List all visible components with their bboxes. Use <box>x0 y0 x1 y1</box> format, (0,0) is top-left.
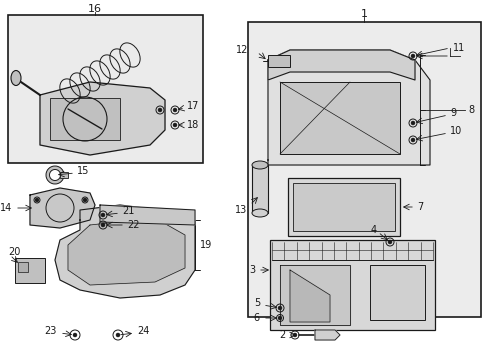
Polygon shape <box>267 50 414 80</box>
Text: 21: 21 <box>122 206 134 216</box>
Text: 3: 3 <box>248 265 254 275</box>
Circle shape <box>35 198 39 202</box>
Circle shape <box>173 123 177 127</box>
Circle shape <box>83 198 87 202</box>
Bar <box>280 82 399 154</box>
Bar <box>267 55 289 67</box>
Circle shape <box>278 316 282 320</box>
Bar <box>269 240 434 330</box>
Bar <box>15 258 45 283</box>
Circle shape <box>410 121 414 125</box>
Text: 19: 19 <box>200 240 212 250</box>
Circle shape <box>278 306 282 310</box>
Text: 15: 15 <box>77 166 89 176</box>
Text: 2: 2 <box>278 330 285 340</box>
Text: 10: 10 <box>449 126 461 136</box>
Circle shape <box>116 333 120 337</box>
Circle shape <box>73 333 77 337</box>
Text: 23: 23 <box>44 326 57 336</box>
Polygon shape <box>55 205 195 298</box>
Circle shape <box>101 223 105 227</box>
Text: 9: 9 <box>449 108 455 118</box>
Text: 5: 5 <box>253 298 260 308</box>
Text: 7: 7 <box>416 202 423 212</box>
Bar <box>18 262 28 272</box>
Polygon shape <box>280 265 349 325</box>
Text: 8: 8 <box>467 105 473 115</box>
Circle shape <box>173 108 177 112</box>
Text: 4: 4 <box>370 225 376 235</box>
Polygon shape <box>30 188 95 228</box>
Circle shape <box>410 138 414 142</box>
Bar <box>247 22 480 317</box>
Polygon shape <box>40 82 164 155</box>
Text: 13: 13 <box>234 205 246 215</box>
Circle shape <box>387 240 391 244</box>
Polygon shape <box>68 218 184 285</box>
Bar <box>287 178 399 236</box>
Bar <box>50 98 120 140</box>
Text: 6: 6 <box>253 313 260 323</box>
Circle shape <box>410 54 414 58</box>
Polygon shape <box>100 205 195 225</box>
Bar <box>8 15 203 163</box>
Text: 1: 1 <box>360 9 367 19</box>
Text: 24: 24 <box>137 326 149 336</box>
Text: 20: 20 <box>8 247 20 257</box>
Text: 11: 11 <box>452 43 464 53</box>
Ellipse shape <box>251 161 267 169</box>
Circle shape <box>292 333 296 337</box>
Text: 18: 18 <box>186 120 199 130</box>
Polygon shape <box>314 330 339 340</box>
Text: 14: 14 <box>0 203 12 213</box>
Bar <box>251 165 267 213</box>
Text: 16: 16 <box>88 4 102 14</box>
Text: 22: 22 <box>127 220 139 230</box>
Text: 12: 12 <box>235 45 247 55</box>
Circle shape <box>158 108 162 112</box>
Wedge shape <box>46 166 64 184</box>
Text: 17: 17 <box>186 101 199 111</box>
Circle shape <box>101 213 105 217</box>
Bar <box>369 265 424 320</box>
Bar <box>292 183 394 231</box>
Bar <box>60 172 68 178</box>
Ellipse shape <box>11 71 21 85</box>
Polygon shape <box>289 270 329 322</box>
Polygon shape <box>267 50 429 165</box>
Ellipse shape <box>251 209 267 217</box>
